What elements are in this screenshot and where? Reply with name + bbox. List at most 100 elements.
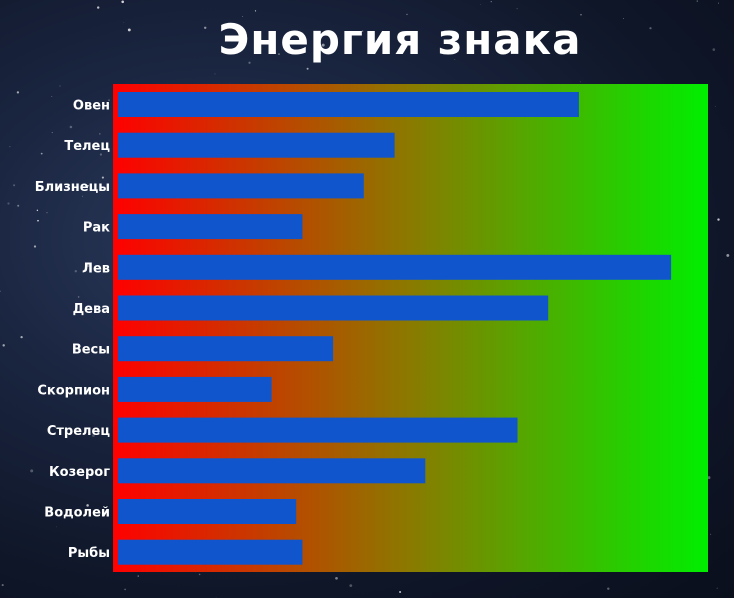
category-label: Скорпион [37, 383, 110, 398]
star [349, 584, 353, 587]
star [696, 0, 698, 2]
star [87, 184, 89, 187]
star [87, 264, 91, 268]
star [121, 0, 125, 4]
star [254, 10, 257, 12]
category-label: Стрелец [47, 424, 111, 439]
star [714, 105, 716, 107]
star [457, 50, 459, 53]
star [90, 472, 94, 476]
star [123, 22, 125, 23]
star [399, 590, 402, 594]
star [726, 253, 730, 257]
category-label: Дева [73, 302, 110, 317]
bar-4 [118, 254, 672, 280]
star [361, 30, 364, 32]
star [481, 44, 484, 47]
star [278, 53, 280, 56]
star [37, 219, 39, 222]
star [17, 204, 20, 207]
star [490, 1, 492, 3]
star [108, 99, 110, 101]
star [607, 587, 610, 590]
bar-2 [118, 173, 364, 199]
star [98, 133, 101, 135]
star [51, 132, 53, 134]
star [707, 476, 711, 480]
star [248, 61, 251, 64]
star [59, 85, 61, 87]
star [406, 13, 408, 16]
star [306, 67, 309, 70]
star [203, 26, 207, 30]
star [7, 202, 10, 205]
star [9, 146, 11, 148]
bar-5 [118, 295, 549, 321]
star [30, 469, 34, 473]
star [124, 588, 126, 591]
star [1, 584, 4, 587]
star [74, 269, 78, 273]
bar-11 [118, 539, 303, 565]
star [97, 6, 100, 9]
star [242, 16, 244, 17]
category-label: Овен [73, 99, 110, 114]
star [86, 504, 89, 507]
star [46, 212, 48, 214]
star [56, 526, 57, 528]
star [82, 195, 84, 197]
star [20, 335, 23, 339]
bar-9 [118, 458, 426, 484]
star [69, 125, 73, 129]
star [623, 18, 625, 19]
star [580, 13, 582, 16]
category-label: Рыбы [68, 546, 110, 561]
star [649, 27, 652, 30]
bar-8 [118, 417, 518, 443]
star [13, 184, 16, 187]
bar-0 [118, 92, 579, 117]
star [36, 209, 39, 212]
star [214, 73, 216, 75]
category-label: Весы [72, 343, 110, 358]
star [335, 576, 338, 580]
star [40, 152, 43, 155]
category-label: Водолей [44, 506, 110, 521]
star [321, 43, 325, 47]
star [315, 39, 317, 41]
category-label: Козерог [49, 465, 110, 480]
star [137, 575, 139, 577]
star [717, 218, 720, 221]
bar-1 [118, 132, 395, 158]
star [101, 176, 104, 179]
bar-10 [118, 499, 297, 524]
category-label: Лев [82, 261, 110, 276]
star [454, 59, 456, 60]
plot-area [113, 84, 708, 572]
category-label: Телец [64, 139, 110, 154]
category-label: Рак [83, 221, 110, 236]
star [127, 28, 131, 32]
bar-3 [118, 214, 303, 240]
star [579, 81, 581, 83]
star [712, 48, 716, 51]
bar-6 [118, 336, 334, 362]
star [718, 2, 720, 4]
bar-7 [118, 376, 272, 402]
star [716, 587, 718, 589]
star [51, 96, 53, 98]
star [479, 4, 481, 5]
star [16, 91, 20, 94]
star [97, 431, 100, 434]
star [33, 245, 37, 248]
star [710, 533, 712, 535]
page-title: Энергия знака [218, 15, 582, 64]
category-label: Близнецы [35, 180, 110, 195]
star [215, 596, 217, 598]
star [77, 296, 80, 298]
star [92, 434, 95, 437]
star [0, 290, 1, 293]
star [516, 8, 518, 10]
star [198, 573, 201, 576]
